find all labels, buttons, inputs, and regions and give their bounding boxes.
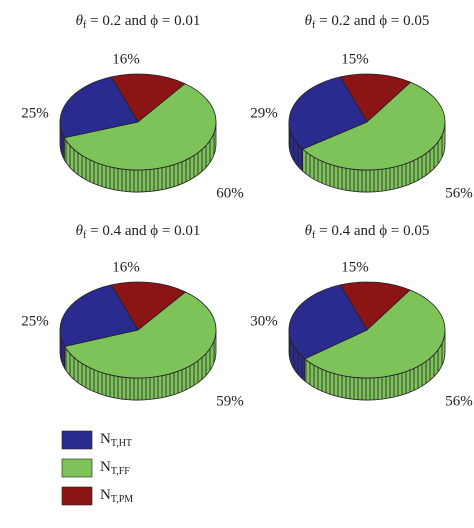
legend-subscript: T,FF <box>111 466 130 477</box>
pie-chart: θf = 0.2 and ϕ = 0.05 29% 56% 15% <box>250 13 473 201</box>
pie-slice <box>339 73 412 123</box>
title-subscript: f <box>83 230 87 241</box>
pie-slice <box>339 281 411 331</box>
legend-symbol: N <box>100 459 111 475</box>
legend-label: NT,FF <box>100 459 130 477</box>
data-label: 25% <box>21 313 49 329</box>
data-label: 60% <box>216 185 244 201</box>
pie-side-stripes <box>64 330 216 401</box>
pie-side-stripes <box>289 122 303 172</box>
pie-slice <box>110 73 186 123</box>
pie-slice <box>64 291 217 379</box>
title-part: = 0.2 and ϕ = 0.01 <box>86 13 200 29</box>
pie-chart: θf = 0.4 and ϕ = 0.05 30% 56% 15% <box>250 223 473 409</box>
legend-label: NT,HT <box>100 431 132 449</box>
pie-slice <box>110 281 187 331</box>
chart-title: θf = 0.4 and ϕ = 0.05 <box>305 223 430 241</box>
title-part: θ <box>305 223 313 239</box>
chart-title: θf = 0.2 and ϕ = 0.01 <box>76 13 201 31</box>
title-subscript: f <box>83 20 87 31</box>
pie-side-stripes <box>64 122 216 193</box>
legend-symbol: N <box>100 431 111 447</box>
title-subscript: f <box>312 230 316 241</box>
pie-side-stripes <box>302 122 445 193</box>
title-subscript: f <box>312 20 316 31</box>
data-label: 56% <box>445 185 473 201</box>
pie-side-stripes <box>304 330 445 400</box>
pie-chart: θf = 0.2 and ϕ = 0.01 25% 60% 16% <box>21 13 244 201</box>
pie-side-stripes <box>60 122 65 160</box>
pie-side-stripes <box>289 330 305 381</box>
title-part: = 0.4 and ϕ = 0.01 <box>86 223 200 239</box>
title-part: = 0.2 and ϕ = 0.05 <box>315 13 429 29</box>
pie-slice <box>63 83 217 171</box>
legend-swatch <box>61 486 93 506</box>
pie-slice <box>288 76 368 150</box>
legend-symbol: N <box>100 487 111 503</box>
title-part: θ <box>305 13 313 29</box>
data-label: 25% <box>21 105 49 121</box>
data-label: 16% <box>112 259 140 275</box>
title-part: θ <box>76 223 84 239</box>
legend-subscript: T,PM <box>111 494 133 505</box>
legend-subscript: T,HT <box>111 438 132 449</box>
chart-title: θf = 0.2 and ϕ = 0.05 <box>305 13 430 31</box>
data-label: 15% <box>341 259 369 275</box>
chart-title: θf = 0.4 and ϕ = 0.01 <box>76 223 201 241</box>
data-label: 59% <box>216 393 244 409</box>
legend-swatch <box>61 458 93 478</box>
legend-swatch <box>61 430 93 450</box>
title-part: = 0.4 and ϕ = 0.05 <box>315 223 429 239</box>
legend-label: NT,PM <box>100 487 133 505</box>
pie-slice <box>59 284 139 347</box>
pie-slice <box>59 76 139 139</box>
data-label: 15% <box>341 51 369 67</box>
data-label: 29% <box>250 105 278 121</box>
pie-slice <box>303 289 446 379</box>
title-part: θ <box>76 13 84 29</box>
pie-slice <box>301 81 446 171</box>
pie-chart: θf = 0.4 and ϕ = 0.01 25% 59% 16% <box>21 223 244 409</box>
data-label: 16% <box>112 51 140 67</box>
data-label: 30% <box>250 313 278 329</box>
data-label: 56% <box>445 393 473 409</box>
pie-slice <box>288 284 368 360</box>
